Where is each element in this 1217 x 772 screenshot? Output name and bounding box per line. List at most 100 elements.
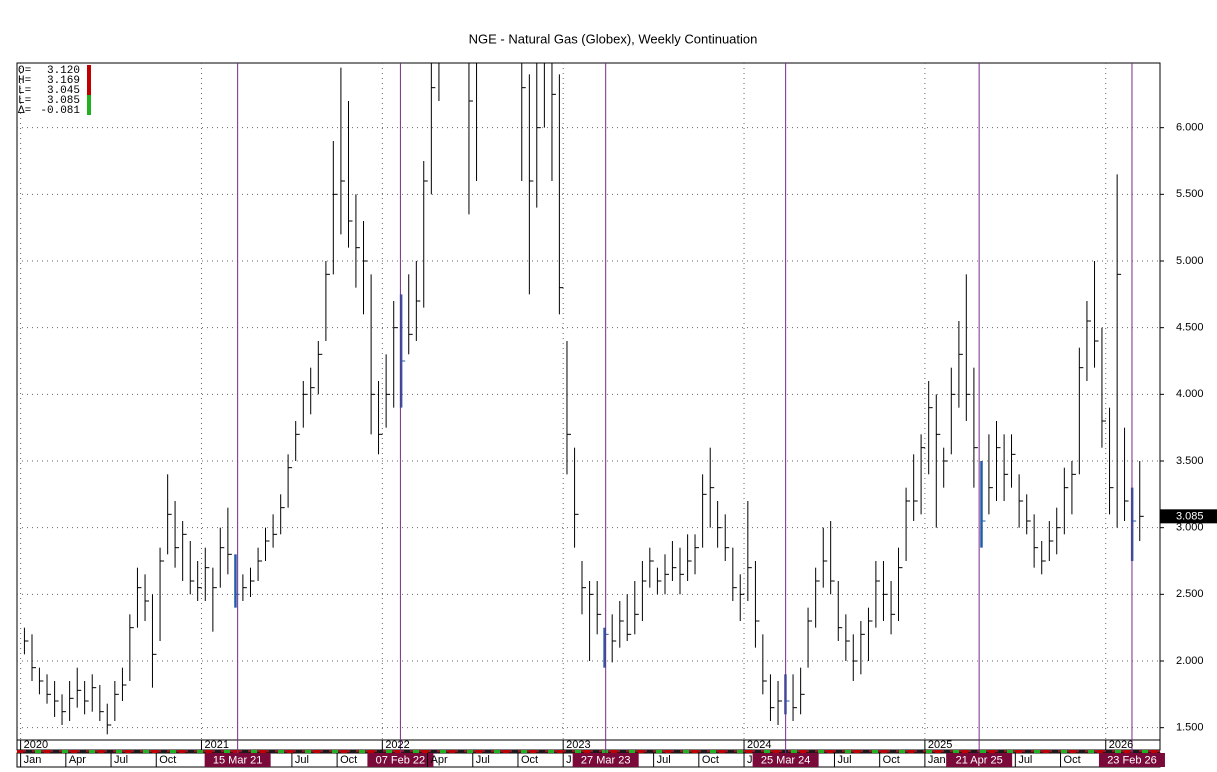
strip-dash — [1007, 750, 1013, 753]
strip-dash — [872, 750, 878, 753]
y-tick-label: 4.500 — [1176, 322, 1204, 334]
readout-value: 3.120 — [47, 65, 80, 77]
year-tick-label: 2025 — [928, 739, 952, 751]
strip-dash — [467, 750, 473, 753]
y-tick-label: 2.500 — [1176, 588, 1204, 600]
year-tick-label: 2022 — [385, 739, 409, 751]
strip-dash — [701, 750, 707, 753]
annotation-box — [572, 753, 639, 767]
strip-dash — [251, 750, 257, 753]
strip-dash — [638, 750, 644, 753]
year-tick-label: 2021 — [204, 739, 228, 751]
strip-dash — [791, 750, 797, 753]
year-tick-label: 2020 — [24, 739, 48, 751]
strip-dash — [413, 750, 419, 753]
strip-dash — [143, 750, 149, 753]
strip-dash — [1034, 750, 1040, 753]
strip-dash — [746, 750, 752, 753]
strip-dash — [539, 750, 545, 753]
strip-dash — [755, 750, 761, 753]
strip-dash — [953, 750, 959, 753]
x-tick-label: Jul — [114, 754, 128, 766]
strip-dash — [296, 750, 302, 753]
strip-dash — [1151, 750, 1157, 753]
x-tick-label: Oct — [1064, 754, 1081, 766]
strip-dash — [278, 750, 284, 753]
annotation-box — [1098, 753, 1165, 767]
readout-label: H= — [18, 75, 31, 87]
y-tick-label: 2.000 — [1176, 655, 1204, 667]
x-tick-label: Jul — [295, 754, 309, 766]
strip-dash — [566, 750, 572, 753]
strip-dash — [971, 750, 977, 753]
readout: O= 3.120 H= 3.169 L= 3.045 L= 3.085 Δ= -0.081 — [18, 65, 91, 117]
strip-dash — [629, 750, 635, 753]
strip-dash — [620, 750, 626, 753]
strip-dash — [719, 750, 725, 753]
strip-dash — [26, 750, 32, 753]
year-tick-label: 2024 — [747, 739, 771, 751]
strip-dash — [728, 750, 734, 753]
strip-dash — [107, 750, 113, 753]
strip-dash — [800, 750, 806, 753]
strip-dash — [1097, 750, 1103, 753]
strip-dash — [485, 750, 491, 753]
year-tick-label: 2026 — [1109, 739, 1133, 751]
strip-dash — [1142, 750, 1148, 753]
y-tick-label: 4.000 — [1176, 388, 1204, 400]
strip-dash — [665, 750, 671, 753]
strip-dash — [476, 750, 482, 753]
strip-dash — [386, 750, 392, 753]
readout-label: L= — [18, 85, 31, 97]
strip-dash — [908, 750, 914, 753]
annotation-label: 15 Mar 21 — [213, 754, 263, 766]
strip-dash — [557, 750, 563, 753]
strip-dash — [548, 750, 554, 753]
x-tick-label: J — [566, 754, 572, 766]
strip-dash — [71, 750, 77, 753]
y-tick-label: 3.500 — [1176, 455, 1204, 467]
strip-dash — [431, 750, 437, 753]
strip-dash — [98, 750, 104, 753]
strip-dash — [863, 750, 869, 753]
strip-dash — [134, 750, 140, 753]
strip-dash — [1052, 750, 1058, 753]
annotation-label: 21 Apr 25 — [956, 754, 1003, 766]
strip-dash — [224, 750, 230, 753]
strip-dash — [287, 750, 293, 753]
strip-dash — [683, 750, 689, 753]
strip-dash — [530, 750, 536, 753]
strip-dash — [602, 750, 608, 753]
x-tick-label: Apr — [69, 754, 86, 766]
strip-dash — [341, 750, 347, 753]
chart-title: NGE - Natural Gas (Globex), Weekly Conti… — [469, 31, 758, 46]
strip-dash — [935, 750, 941, 753]
year-tick-label: 2023 — [566, 739, 590, 751]
strip-dash — [1133, 750, 1139, 753]
strip-dash — [44, 750, 50, 753]
strip-dash — [890, 750, 896, 753]
strip-dash — [647, 750, 653, 753]
strip-dash — [521, 750, 527, 753]
strip-dash — [881, 750, 887, 753]
strip-dash — [368, 750, 374, 753]
readout-value: 3.085 — [47, 95, 80, 107]
strip-dash — [449, 750, 455, 753]
annotation-box — [752, 753, 819, 767]
strip-dash — [998, 750, 1004, 753]
x-tick-label: Jul — [1018, 754, 1032, 766]
strip-dash — [404, 750, 410, 753]
y-tick-label: 5.000 — [1176, 255, 1204, 267]
strip-dash — [773, 750, 779, 753]
strip-dash — [260, 750, 266, 753]
y-tick-label: 6.000 — [1176, 122, 1204, 134]
strip-dash — [809, 750, 815, 753]
x-tick-label: Oct — [340, 754, 357, 766]
strip-dash — [692, 750, 698, 753]
strip-dash — [161, 750, 167, 753]
strip-dash — [179, 750, 185, 753]
annotation-label: 23 Feb 26 — [1107, 754, 1157, 766]
strip-dash — [980, 750, 986, 753]
strip-dash — [233, 750, 239, 753]
